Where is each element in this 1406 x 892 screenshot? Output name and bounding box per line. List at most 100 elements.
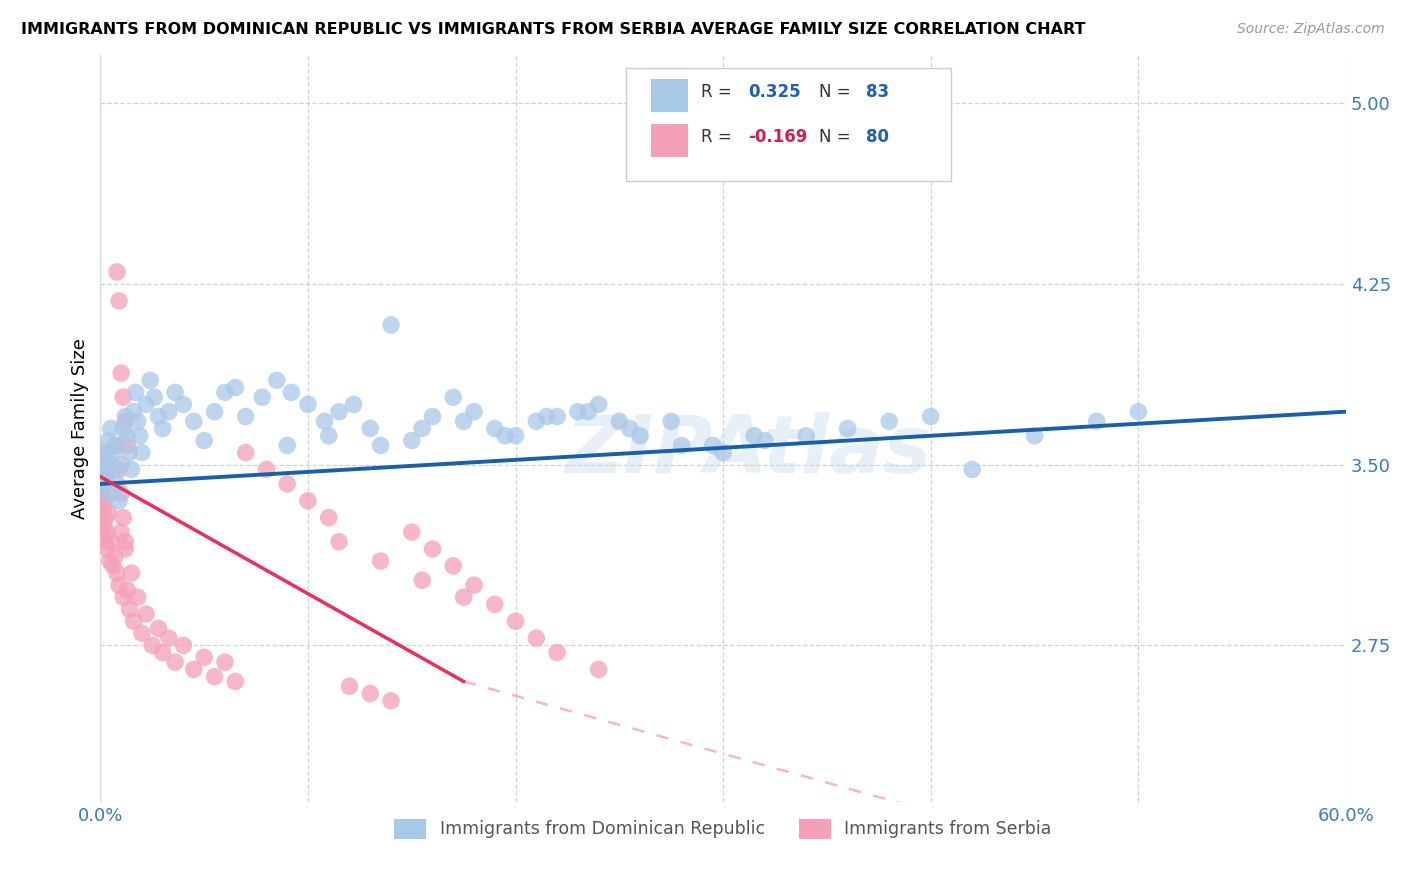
Point [619, 421, 641, 435]
Point [567, 405, 589, 419]
Text: 80: 80 [866, 128, 890, 146]
Point [546, 646, 568, 660]
Point [93, 493, 115, 508]
Point [224, 381, 246, 395]
Point [121, 566, 143, 580]
Point [96, 525, 118, 540]
Point [588, 662, 610, 676]
Point [100, 534, 122, 549]
Point [114, 409, 136, 424]
Point [127, 590, 149, 604]
Point [671, 438, 693, 452]
Point [328, 534, 350, 549]
Point [124, 385, 146, 400]
Point [105, 438, 128, 452]
Text: 0.325: 0.325 [748, 84, 800, 102]
Point [165, 655, 187, 669]
Point [484, 421, 506, 435]
Point [920, 409, 942, 424]
Point [97, 506, 120, 520]
Point [94, 534, 117, 549]
Point [266, 373, 288, 387]
Point [505, 429, 527, 443]
Point [711, 445, 734, 459]
Point [370, 554, 392, 568]
Point [105, 477, 128, 491]
Point [235, 445, 257, 459]
Point [441, 390, 464, 404]
Point [94, 510, 117, 524]
Point [90, 477, 112, 491]
Point [1128, 405, 1150, 419]
Point [101, 558, 124, 573]
Point [135, 397, 157, 411]
Point [280, 385, 302, 400]
Text: Source: ZipAtlas.com: Source: ZipAtlas.com [1237, 22, 1385, 37]
Point [411, 574, 433, 588]
Point [380, 318, 402, 332]
Point [90, 462, 112, 476]
Point [122, 405, 145, 419]
Point [90, 493, 112, 508]
Point [276, 477, 298, 491]
Point [524, 414, 547, 428]
Point [131, 445, 153, 459]
FancyBboxPatch shape [626, 68, 950, 180]
Point [91, 469, 114, 483]
Point [297, 397, 319, 411]
Point [90, 510, 112, 524]
Point [91, 525, 114, 540]
Point [91, 486, 114, 500]
Point [110, 486, 132, 500]
Point [157, 631, 180, 645]
Point [576, 405, 599, 419]
Point [328, 405, 350, 419]
Point [104, 549, 127, 564]
Point [157, 405, 180, 419]
Point [742, 429, 765, 443]
Point [114, 414, 136, 428]
Point [524, 631, 547, 645]
Point [93, 453, 115, 467]
Point [453, 590, 475, 604]
Point [401, 434, 423, 448]
Point [165, 385, 187, 400]
Point [143, 390, 166, 404]
Point [114, 541, 136, 556]
Text: N =: N = [820, 128, 856, 146]
Point [314, 414, 336, 428]
Point [380, 694, 402, 708]
Point [172, 397, 194, 411]
Point [108, 462, 131, 476]
Point [131, 626, 153, 640]
Point [339, 679, 361, 693]
Point [441, 558, 464, 573]
Point [141, 638, 163, 652]
Point [100, 421, 122, 435]
Point [98, 554, 121, 568]
Point [422, 541, 444, 556]
Point [148, 622, 170, 636]
Point [359, 686, 381, 700]
Point [702, 438, 724, 452]
Point [108, 293, 131, 308]
Point [276, 438, 298, 452]
Point [505, 614, 527, 628]
Point [453, 414, 475, 428]
Text: R =: R = [700, 84, 737, 102]
Point [91, 462, 114, 476]
Point [90, 458, 112, 472]
Point [837, 421, 859, 435]
Point [112, 510, 135, 524]
Point [101, 462, 124, 476]
Point [110, 366, 132, 380]
Point [318, 510, 340, 524]
Point [121, 462, 143, 476]
Point [117, 582, 139, 597]
Point [754, 434, 776, 448]
Point [91, 501, 114, 516]
Point [235, 409, 257, 424]
Point [536, 409, 558, 424]
Point [112, 590, 135, 604]
Point [105, 566, 128, 580]
